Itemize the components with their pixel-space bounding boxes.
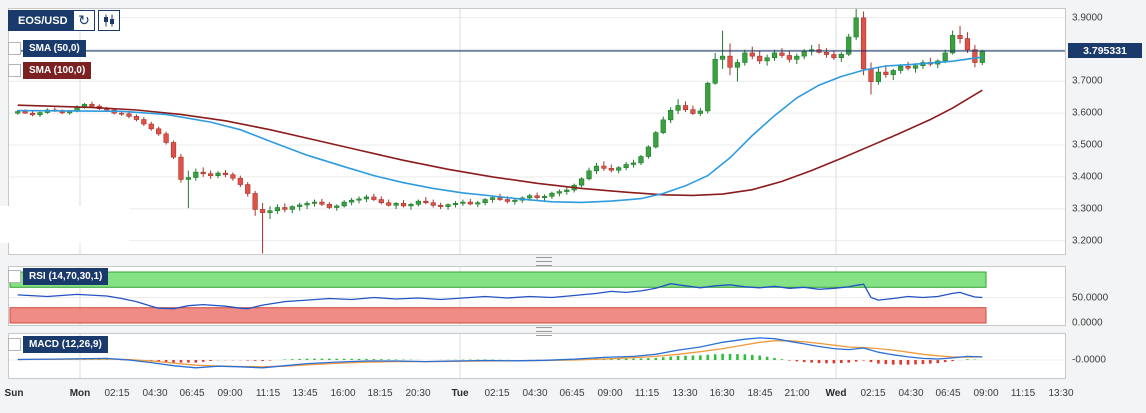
rsi-badge[interactable]: RSI (14,70,30,1)	[23, 268, 109, 285]
panel-resize-handle-rsi[interactable]	[536, 257, 552, 266]
sma100-toggle-box[interactable]	[8, 64, 21, 77]
sma50-badge[interactable]: SMA (50,0)	[23, 40, 86, 57]
refresh-button[interactable]: ↻	[73, 10, 95, 31]
sma50-toggle-box[interactable]	[8, 42, 21, 55]
watermark-box	[0, 206, 129, 243]
rsi-toggle-box[interactable]	[8, 270, 21, 283]
macd-toggle-box[interactable]	[8, 338, 21, 351]
sma100-indicator-row: SMA (100,0)	[8, 62, 92, 79]
last-price-badge: 3.795331	[1068, 43, 1142, 58]
symbol-button[interactable]: EOS/USD	[8, 10, 78, 31]
chart-settings-button[interactable]	[98, 10, 120, 31]
panel-resize-handle-macd[interactable]	[536, 327, 552, 336]
sma50-indicator-row: SMA (50,0)	[8, 40, 86, 57]
rsi-indicator-row: RSI (14,70,30,1)	[8, 268, 109, 285]
macd-badge[interactable]: MACD (12,26,9)	[23, 336, 108, 353]
candlestick-chart-icon	[104, 14, 114, 27]
macd-indicator-row: MACD (12,26,9)	[8, 336, 108, 353]
refresh-icon: ↻	[78, 12, 90, 28]
sma100-badge[interactable]: SMA (100,0)	[23, 62, 92, 79]
